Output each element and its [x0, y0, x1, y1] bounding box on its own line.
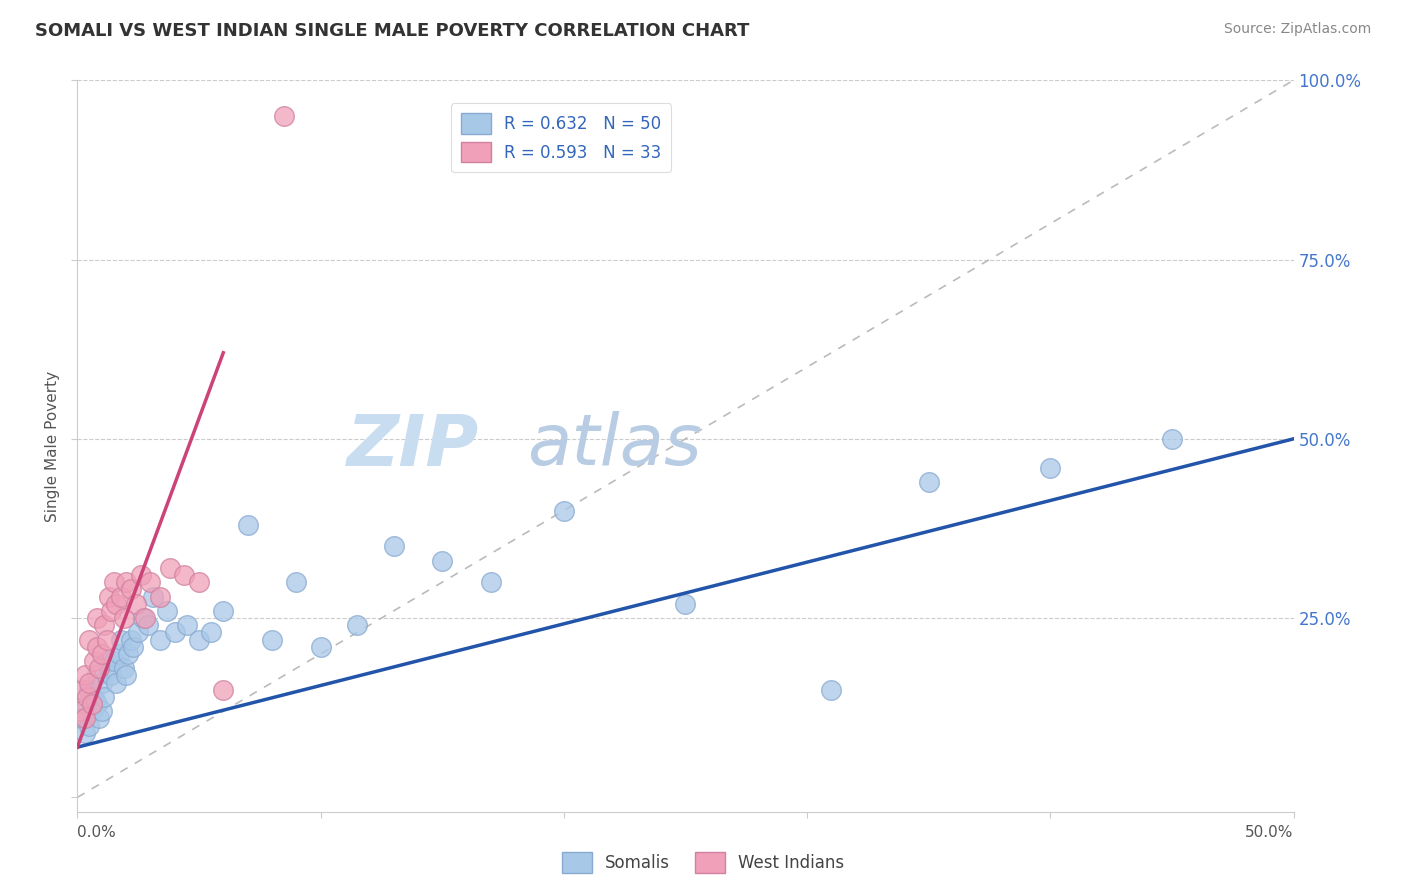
Point	[820, 682, 842, 697]
Point	[70, 711, 93, 725]
Point	[86, 640, 108, 654]
Point	[212, 682, 235, 697]
Point	[97, 590, 120, 604]
Point	[96, 632, 118, 647]
Point	[76, 690, 98, 704]
Y-axis label: Single Male Poverty: Single Male Poverty	[45, 370, 60, 522]
Point	[103, 575, 125, 590]
Point	[122, 640, 145, 654]
Point	[129, 568, 152, 582]
Point	[93, 690, 115, 704]
Point	[69, 704, 91, 718]
Point	[479, 575, 502, 590]
Point	[156, 604, 179, 618]
Point	[120, 582, 142, 597]
Point	[1039, 460, 1062, 475]
Point	[149, 590, 172, 604]
Point	[103, 654, 125, 668]
Point	[675, 597, 697, 611]
Point	[134, 611, 156, 625]
Point	[73, 726, 96, 740]
Point	[136, 618, 159, 632]
Text: atlas: atlas	[527, 411, 702, 481]
Point	[117, 647, 139, 661]
Point	[236, 517, 259, 532]
Point	[86, 668, 108, 682]
Point	[89, 711, 111, 725]
Point	[115, 668, 138, 682]
Point	[93, 618, 115, 632]
Point	[90, 675, 112, 690]
Point	[212, 604, 235, 618]
Point	[149, 632, 172, 647]
Point	[285, 575, 308, 590]
Point	[127, 625, 149, 640]
Point	[107, 647, 129, 661]
Point	[80, 697, 103, 711]
Text: 0.0%: 0.0%	[77, 825, 117, 840]
Point	[73, 668, 96, 682]
Point	[309, 640, 332, 654]
Point	[100, 668, 122, 682]
Point	[110, 590, 132, 604]
Point	[110, 632, 132, 647]
Point	[188, 632, 211, 647]
Point	[105, 597, 128, 611]
Legend: Somalis, West Indians: Somalis, West Indians	[555, 846, 851, 880]
Point	[70, 682, 93, 697]
Point	[112, 611, 135, 625]
Point	[100, 604, 122, 618]
Point	[79, 719, 101, 733]
Point	[76, 697, 98, 711]
Point	[86, 611, 108, 625]
Point	[89, 661, 111, 675]
Point	[79, 675, 101, 690]
Point	[918, 475, 941, 489]
Point	[83, 654, 105, 668]
Text: 50.0%: 50.0%	[1246, 825, 1294, 840]
Point	[200, 625, 222, 640]
Point	[125, 597, 148, 611]
Point	[112, 661, 135, 675]
Point	[176, 618, 198, 632]
Point	[97, 661, 120, 675]
Point	[96, 654, 118, 668]
Point	[139, 575, 162, 590]
Point	[346, 618, 368, 632]
Text: ZIP: ZIP	[346, 411, 478, 481]
Point	[120, 632, 142, 647]
Point	[1161, 432, 1184, 446]
Point	[115, 575, 138, 590]
Point	[382, 540, 405, 554]
Point	[132, 611, 155, 625]
Point	[260, 632, 283, 647]
Point	[83, 690, 105, 704]
Point	[80, 704, 103, 718]
Point	[142, 590, 165, 604]
Point	[273, 109, 295, 123]
Point	[90, 647, 112, 661]
Point	[188, 575, 211, 590]
Point	[73, 711, 96, 725]
Text: Source: ZipAtlas.com: Source: ZipAtlas.com	[1223, 22, 1371, 37]
Point	[432, 554, 454, 568]
Text: SOMALI VS WEST INDIAN SINGLE MALE POVERTY CORRELATION CHART: SOMALI VS WEST INDIAN SINGLE MALE POVERT…	[35, 22, 749, 40]
Point	[79, 682, 101, 697]
Point	[79, 632, 101, 647]
Point	[86, 697, 108, 711]
Legend: R = 0.632   N = 50, R = 0.593   N = 33: R = 0.632 N = 50, R = 0.593 N = 33	[450, 103, 671, 172]
Point	[105, 675, 128, 690]
Point	[159, 561, 181, 575]
Point	[90, 704, 112, 718]
Point	[173, 568, 195, 582]
Point	[553, 503, 575, 517]
Point	[163, 625, 186, 640]
